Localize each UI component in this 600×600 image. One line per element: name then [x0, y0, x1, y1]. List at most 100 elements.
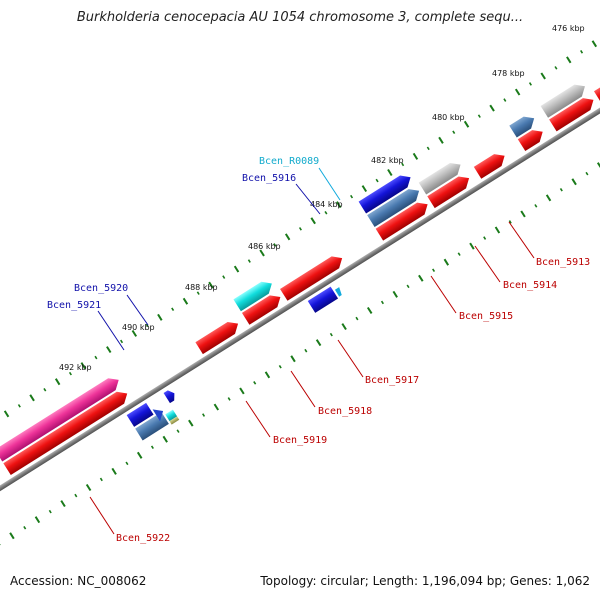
gene-bcen-5912[interactable] [517, 126, 547, 152]
outer-tick [350, 194, 354, 199]
outer-tick [489, 104, 495, 112]
gene-bcen-5915-b[interactable] [358, 171, 415, 214]
inner-tick [457, 252, 461, 256]
inner-tick [202, 413, 206, 417]
inner-tick-track [0, 162, 600, 546]
gene-bcen-5914-a[interactable] [427, 172, 473, 209]
outer-tick [540, 72, 546, 80]
inner-tick [23, 525, 27, 530]
gene-bcen-5919[interactable] [195, 318, 241, 355]
inner-tick [494, 226, 501, 234]
gene-bcen-5910[interactable] [593, 69, 600, 104]
gene-bcen-5913[interactable] [509, 112, 538, 138]
gene-bcen-5917[interactable] [280, 252, 346, 301]
outer-tick [80, 362, 86, 370]
gene-label-bcen-5915[interactable]: Bcen_5915 [459, 311, 513, 322]
inner-tick [239, 387, 245, 395]
inner-tick [432, 268, 436, 273]
genome-summary-text: Topology: circular; Length: 1,196,094 bp… [260, 574, 590, 588]
gene-label-bcen-5921[interactable]: Bcen_5921 [47, 300, 101, 311]
inner-tick [188, 419, 194, 427]
gene-bcen-5913-b[interactable] [540, 80, 589, 118]
kbp-label-480: 480 kbp [432, 113, 465, 122]
inner-tick [534, 204, 538, 208]
inner-tick [290, 355, 296, 363]
gene-small-olive[interactable] [169, 416, 180, 425]
gene-bcen-5918[interactable] [233, 278, 275, 312]
gene-bcen-5915[interactable] [367, 185, 423, 228]
kbp-scale-labels: 476 kbp 478 kbp 480 kbp 482 kbp 484 kbp … [59, 24, 585, 372]
gene-label-bcen-5920[interactable]: Bcen_5920 [74, 283, 128, 294]
gene-label-bcen-5918[interactable]: Bcen_5918 [318, 406, 372, 417]
outer-tick [528, 82, 532, 86]
gene-bcen-5913-a[interactable] [473, 150, 509, 179]
inner-tick [48, 509, 52, 514]
inner-tick [355, 316, 359, 321]
inner-tick [213, 403, 220, 411]
gene-bcen-5921[interactable] [126, 402, 154, 427]
leader-bcen-5919 [245, 400, 271, 438]
gene-bcen-5915-a[interactable] [375, 198, 432, 241]
outer-tick [29, 394, 35, 402]
outer-tick [145, 323, 149, 328]
inner-tick [585, 171, 589, 176]
outer-tick [182, 297, 189, 305]
outer-tick [324, 210, 328, 215]
inner-tick [34, 516, 41, 524]
inner-tick [392, 290, 398, 298]
gene-label-bcen-5922[interactable]: Bcen_5922 [116, 533, 170, 544]
outer-tick [17, 404, 21, 408]
outer-tick [131, 329, 138, 337]
gene-label-bcen-5914[interactable]: Bcen_5914 [503, 280, 557, 291]
outer-tick [375, 178, 379, 183]
inner-tick [304, 348, 308, 353]
outer-tick [273, 243, 277, 247]
outer-tick [247, 259, 251, 263]
gene-leader-lines [89, 167, 535, 535]
chromosome-backbone [0, 73, 600, 526]
outer-tick [120, 339, 124, 344]
outer-tick [503, 98, 507, 102]
leader-bcen-5918 [290, 370, 316, 408]
outer-tick [196, 291, 200, 295]
gene-labels: Bcen_R0089 Bcen_5916 Bcen_5920 Bcen_5921… [47, 156, 590, 544]
gene-bcen-5922[interactable] [0, 374, 122, 462]
inner-tick [520, 210, 526, 218]
outer-tick [222, 275, 226, 279]
outer-tick [514, 88, 521, 96]
kbp-label-482: 482 kbp [371, 156, 404, 165]
gene-label-bcen-5917[interactable]: Bcen_5917 [365, 375, 419, 386]
gene-label-bcen-5916[interactable]: Bcen_5916 [242, 173, 296, 184]
gene-bcen-r0089[interactable] [334, 287, 343, 297]
kbp-label-478: 478 kbp [492, 69, 525, 78]
outer-tick [68, 371, 72, 376]
gene-small-cyan[interactable] [165, 409, 178, 422]
leader-bcen-5913 [508, 221, 535, 259]
leader-bcen-5917 [337, 339, 364, 378]
outer-tick [463, 120, 470, 128]
kbp-label-492: 492 kbp [59, 363, 92, 372]
inner-tick [545, 194, 552, 202]
gene-bcen-5920-tip[interactable] [152, 405, 167, 422]
leader-bcen-5914 [474, 245, 501, 283]
inner-tick [136, 451, 143, 459]
outer-tick [298, 227, 302, 231]
outer-tick [157, 313, 163, 321]
outer-tick-track [3, 40, 598, 418]
gene-bcen-5914[interactable] [418, 159, 465, 195]
gene-bcen-5922-a[interactable] [3, 388, 131, 476]
gene-small-blue[interactable] [163, 388, 178, 404]
inner-tick [508, 220, 512, 224]
inner-tick [176, 429, 180, 433]
gene-label-bcen-5913[interactable]: Bcen_5913 [536, 257, 590, 268]
inner-tick [406, 284, 410, 289]
gene-bcen-5916[interactable] [307, 286, 339, 313]
gene-bcen-5918-a[interactable] [241, 291, 284, 325]
inner-tick [74, 493, 78, 498]
gene-label-bcen-r0089[interactable]: Bcen_R0089 [259, 156, 319, 167]
inner-tick [366, 306, 373, 314]
inner-tick [253, 381, 257, 385]
inner-tick [99, 477, 103, 482]
gene-label-bcen-5919[interactable]: Bcen_5919 [273, 435, 327, 446]
gene-bcen-5911[interactable] [549, 94, 597, 132]
